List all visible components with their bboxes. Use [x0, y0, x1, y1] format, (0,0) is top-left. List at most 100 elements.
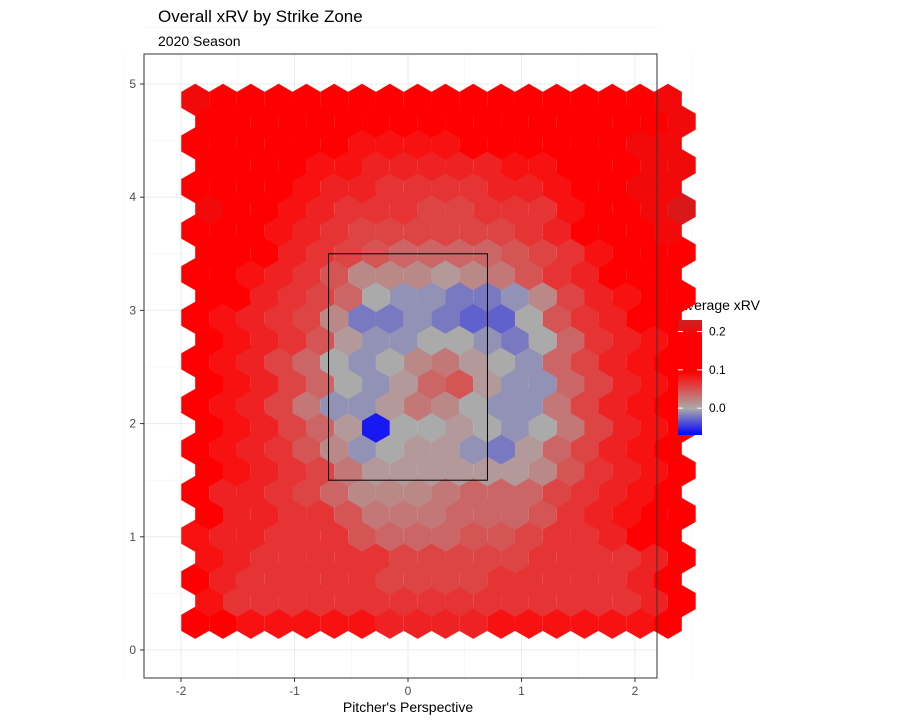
hex-bin — [181, 127, 210, 160]
hex-bin — [667, 454, 696, 487]
hex-bin — [598, 432, 627, 465]
hex-bin — [584, 454, 613, 487]
hex-bin — [431, 83, 460, 116]
hex-bin — [528, 541, 557, 574]
hex-bin — [334, 192, 363, 225]
hex-bin — [362, 149, 390, 182]
hex-bin — [195, 279, 223, 313]
hex-bin — [431, 519, 460, 552]
hex-bin — [209, 388, 237, 421]
hex-bin — [487, 345, 515, 378]
hex-bin — [278, 236, 307, 269]
hex-bin — [445, 584, 474, 618]
hex-bin — [528, 367, 557, 400]
hex-bin — [556, 149, 585, 182]
hex-bin — [181, 170, 210, 204]
chart-subtitle: 2020 Season — [158, 33, 241, 49]
hex-bin — [264, 476, 293, 509]
hex-bin — [389, 410, 418, 443]
hex-bin — [584, 192, 613, 225]
hex-bin — [334, 584, 363, 618]
hex-bin — [654, 127, 682, 160]
hex-bin — [667, 584, 696, 618]
hex-bin — [528, 454, 557, 487]
hex-bin — [445, 454, 474, 487]
hex-bin — [403, 563, 432, 596]
hex-bin — [640, 584, 668, 618]
hex-bin — [250, 497, 279, 530]
x-tick-label: 2 — [632, 684, 639, 698]
hex-bin — [487, 476, 515, 509]
hex-bin — [264, 170, 293, 204]
hex-bin — [570, 301, 599, 334]
hex-bin — [528, 410, 557, 443]
x-tick-label: 0 — [405, 684, 412, 698]
hex-bin — [306, 367, 335, 400]
hex-bin — [417, 584, 446, 618]
hex-bin — [501, 192, 529, 225]
hex-bin — [667, 105, 696, 138]
hex-bin — [389, 192, 418, 225]
hex-bin — [264, 563, 293, 596]
x-axis-label: Pitcher's Perspective — [343, 699, 473, 715]
hex-bin — [459, 170, 488, 204]
hex-bin — [459, 258, 488, 291]
hex-bin — [236, 432, 265, 465]
hex-bin — [195, 454, 223, 487]
hex-bin — [403, 432, 432, 465]
hex-bin — [264, 432, 293, 465]
color-legend: 0.0 0.1 0.2 — [678, 320, 726, 435]
hex-bin — [612, 149, 641, 182]
hex-bin — [320, 345, 349, 378]
hex-bin — [640, 105, 668, 138]
hex-bin — [612, 279, 641, 313]
hex-bin — [223, 279, 251, 313]
hex-bin — [487, 388, 515, 421]
x-tick-label: -2 — [176, 684, 187, 698]
hex-bin — [389, 236, 418, 269]
hex-bin — [375, 388, 404, 421]
hex-bin — [431, 301, 460, 334]
hex-bin — [556, 367, 585, 400]
hex-bin — [389, 279, 418, 313]
hex-bin — [195, 541, 223, 574]
hex-bin — [417, 541, 446, 574]
hex-bin — [514, 432, 543, 465]
hex-bin — [278, 149, 307, 182]
hex-bin — [528, 279, 557, 313]
hex-bin — [320, 606, 349, 639]
hex-bin — [459, 127, 488, 160]
hex-bin — [556, 410, 585, 443]
hex-bin — [292, 127, 321, 160]
hex-bin — [195, 149, 223, 182]
hex-bin — [375, 519, 404, 552]
hex-bin — [584, 105, 613, 138]
hex-bin — [306, 236, 335, 269]
hex-bin — [654, 519, 682, 552]
hex-bin — [223, 149, 251, 182]
hex-bin — [209, 432, 237, 465]
hex-bin — [640, 279, 668, 313]
hex-bin — [487, 519, 515, 552]
hex-bin — [667, 149, 696, 182]
hex-bin — [584, 497, 613, 530]
hex-bin — [306, 584, 335, 618]
hex-bin — [626, 519, 655, 552]
hex-bin — [501, 367, 529, 400]
hex-bin — [362, 105, 390, 138]
hex-bin — [431, 388, 460, 421]
hex-bin — [236, 388, 265, 421]
hex-bin — [389, 105, 418, 138]
hex-bin — [514, 519, 543, 552]
hex-bin — [612, 323, 641, 356]
hex-bin — [292, 214, 321, 247]
legend-title: Average xRV — [678, 297, 760, 313]
hex-bin — [209, 170, 237, 204]
hex-bin — [473, 584, 502, 618]
hex-bin — [334, 236, 363, 269]
hex-bin — [264, 388, 293, 421]
hex-bin — [598, 563, 627, 596]
hex-bin — [542, 258, 571, 291]
hex-bin — [501, 236, 529, 269]
hex-bin — [320, 476, 349, 509]
